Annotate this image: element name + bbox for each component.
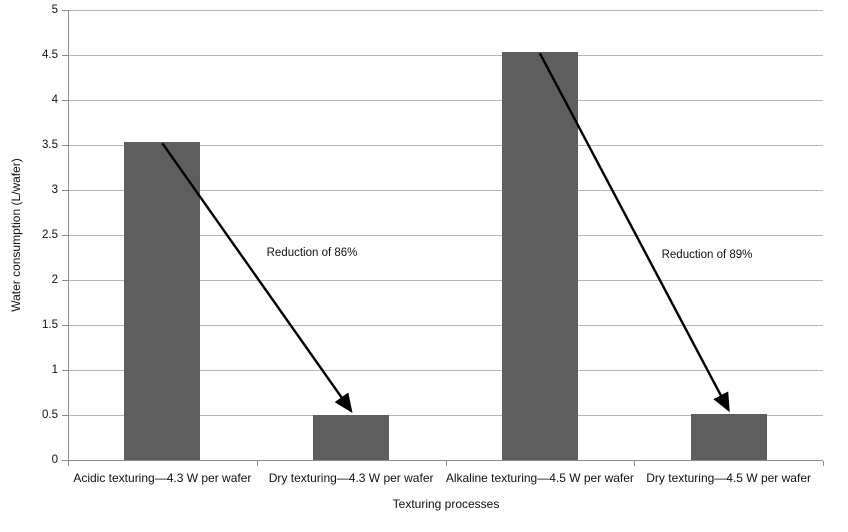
y-tick-label: 3 (51, 184, 58, 196)
reduction-arrows (161, 52, 730, 413)
y-tick-mark (62, 100, 68, 101)
y-tick-label: 4.5 (42, 49, 58, 61)
y-tick-mark (62, 325, 68, 326)
x-axis-title: Texturing processes (392, 497, 500, 511)
x-label-2: Dry texturing—4.3 W per wafer (268, 471, 434, 485)
x-label-1: Acidic texturing—4.3 W per wafer (73, 471, 252, 485)
y-tick-mark (62, 235, 68, 236)
y-tick-label: 3.5 (42, 139, 58, 151)
reduction-arrow-1 (161, 142, 353, 413)
y-tick-mark (62, 415, 68, 416)
y-tick-mark (62, 10, 68, 11)
annotation-label-1: Reduction of 86% (266, 247, 358, 259)
gridline (63, 235, 823, 236)
x-label-4: Dry texturing—4.5 W per wafer (646, 471, 811, 485)
y-tick-mark (62, 55, 68, 56)
y-tick-label: 2.5 (42, 229, 58, 241)
gridline (63, 415, 823, 416)
gridline (63, 10, 823, 11)
gridline (63, 100, 823, 101)
gridline (63, 145, 823, 146)
annotation-label-2: Reduction of 89% (661, 249, 753, 261)
x-tick-mark (68, 461, 69, 466)
x-axis-line (63, 460, 823, 461)
gridline (63, 325, 823, 326)
y-tick-mark (62, 370, 68, 371)
y-tick-label: 1 (51, 364, 58, 376)
y-tick-mark (62, 190, 68, 191)
y-axis-line (68, 10, 69, 461)
y-tick-label: 1.5 (42, 319, 58, 331)
annotation-layer (68, 10, 823, 460)
x-category-labels: Acidic texturing—4.3 W per wafer Dry text… (68, 471, 823, 485)
reduction-arrow-2 (538, 52, 730, 413)
y-tick-label: 0.5 (42, 409, 58, 421)
gridline (63, 280, 823, 281)
x-tick-mark (256, 461, 258, 466)
bar-4 (690, 414, 767, 460)
gridline (63, 370, 823, 371)
y-tick-label: 0 (51, 454, 58, 466)
x-label-3: Alkaline texturing—4.5 W per wafer (445, 471, 634, 485)
y-tick-label: 2 (51, 274, 58, 286)
x-tick-mark (823, 461, 824, 466)
y-tick-mark (62, 280, 68, 281)
x-tick-mark (445, 461, 447, 466)
y-tick-mark (62, 145, 68, 146)
y-tick-label: 5 (51, 4, 58, 16)
bar-2 (313, 415, 390, 460)
y-tick-label: 4 (51, 94, 58, 106)
x-tick-mark (634, 461, 636, 466)
gridline (63, 190, 823, 191)
gridline (63, 55, 823, 56)
